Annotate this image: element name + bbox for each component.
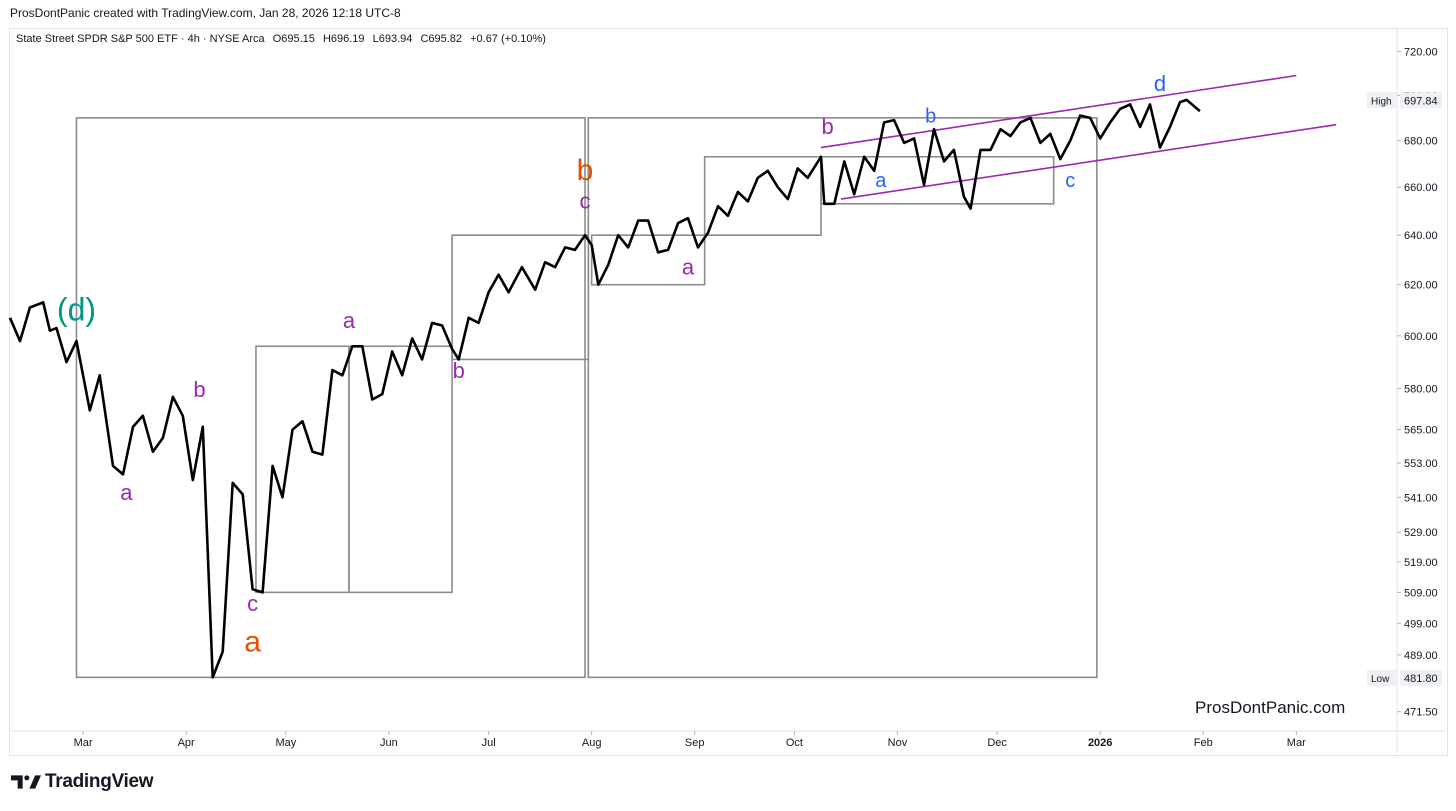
wave-box [348, 345, 453, 594]
time-tick-label: Feb [1194, 737, 1213, 749]
wave-label: c [1065, 170, 1075, 192]
time-axis: Mar Apr May Jun Jul Aug Sep Oct Nov Dec 2026 Feb Mar [10, 730, 1446, 749]
tradingview-brand: TradingView [45, 771, 154, 792]
price-tick-label: 541.00 [1404, 492, 1438, 504]
price-tick-label: 720.00 [1404, 47, 1438, 59]
marker-tag-label: Low [1371, 674, 1390, 685]
tradingview-logo-icon [11, 775, 41, 789]
attribution-text: ProsDontPanic created with TradingView.c… [10, 6, 401, 20]
wave-box [75, 117, 586, 679]
wave-label: b [193, 377, 205, 402]
price-tick-label: 471.50 [1404, 707, 1438, 719]
symbol-legend: State Street SPDR S&P 500 ETF · 4h · NYS… [16, 33, 551, 45]
price-tick-label: 620.00 [1404, 280, 1438, 292]
price-tick-label: 580.00 [1404, 384, 1438, 396]
tradingview-logo[interactable]: TradingView [11, 771, 154, 793]
time-tick-label: Jun [380, 737, 398, 749]
watermark-text: ProsDontPanic.com [1195, 698, 1346, 717]
change-value: +0.67 (+0.10%) [470, 33, 546, 45]
low-value: L693.94 [372, 33, 413, 45]
wave-label: b [577, 154, 594, 187]
marker-tag-bg [1367, 92, 1397, 109]
price-tick-label: 660.00 [1404, 182, 1438, 194]
wave-box [703, 155, 822, 236]
price-tick-label: 640.00 [1404, 230, 1438, 242]
wave-label: a [682, 255, 695, 280]
trend-channel [820, 74, 1337, 200]
wave-label: (d) [57, 291, 96, 327]
wave-box [590, 234, 706, 286]
price-tick-label: 553.00 [1404, 458, 1438, 470]
close-value: C695.82 [420, 33, 463, 45]
time-tick-label: Dec [987, 737, 1007, 749]
time-tick-label: Mar [1287, 737, 1306, 749]
wave-label: d [1154, 71, 1166, 96]
price-tick-label: 529.00 [1404, 527, 1438, 539]
wave-label: a [120, 480, 133, 505]
time-tick-label: Nov [888, 737, 908, 749]
wave-label: c [580, 189, 591, 214]
symbol-name: State Street SPDR S&P 500 ETF · 4h · NYS… [16, 33, 265, 45]
time-tick-label: Mar [74, 737, 93, 749]
marker-value-label: 697.84 [1404, 95, 1438, 107]
price-tick-label: 509.00 [1404, 587, 1438, 599]
time-tick-label: May [275, 737, 296, 749]
marker-value-label: 481.80 [1404, 673, 1438, 685]
wave-boxes [75, 117, 1098, 679]
marker-tag-bg [1367, 670, 1397, 687]
marker-tag-label: High [1371, 96, 1392, 107]
wave-box [587, 117, 1098, 679]
wave-label: b [822, 114, 834, 139]
channel-line [820, 74, 1297, 149]
price-tick-label: 565.00 [1404, 425, 1438, 437]
price-axis: 720.00700.00680.00660.00640.00620.00600.… [1396, 29, 1438, 754]
time-tick-label: Jul [482, 737, 496, 749]
price-tick-label: 680.00 [1404, 136, 1438, 148]
wave-label: a [875, 170, 887, 192]
wave-label: a [244, 626, 261, 659]
time-tick-label: Aug [582, 737, 602, 749]
price-tick-label: 489.00 [1404, 650, 1438, 662]
high-value: H696.19 [322, 33, 365, 45]
wave-label: b [925, 105, 936, 127]
price-tick-label: 519.00 [1404, 557, 1438, 569]
price-tick-label: 499.00 [1404, 618, 1438, 630]
time-tick-label: 2026 [1088, 737, 1112, 749]
time-tick-label: Oct [786, 737, 803, 749]
wave-label: b [453, 358, 465, 383]
price-markers: High 697.84 Low 481.80 [1367, 92, 1442, 687]
marker-value-bg [1400, 92, 1442, 109]
price-series [8, 98, 1201, 679]
wave-box [451, 234, 590, 361]
price-line [8, 98, 1201, 679]
open-value: O695.15 [272, 33, 315, 45]
time-tick-label: Sep [685, 737, 705, 749]
channel-line [840, 123, 1337, 200]
marker-value-bg [1400, 670, 1442, 687]
price-tick-label: 600.00 [1404, 331, 1438, 343]
wave-box [820, 155, 1055, 205]
wave-label: c [247, 591, 258, 616]
chart-frame [9, 28, 1448, 756]
wave-label: a [343, 308, 356, 333]
time-tick-label: Apr [178, 737, 195, 749]
wave-box [255, 345, 350, 594]
